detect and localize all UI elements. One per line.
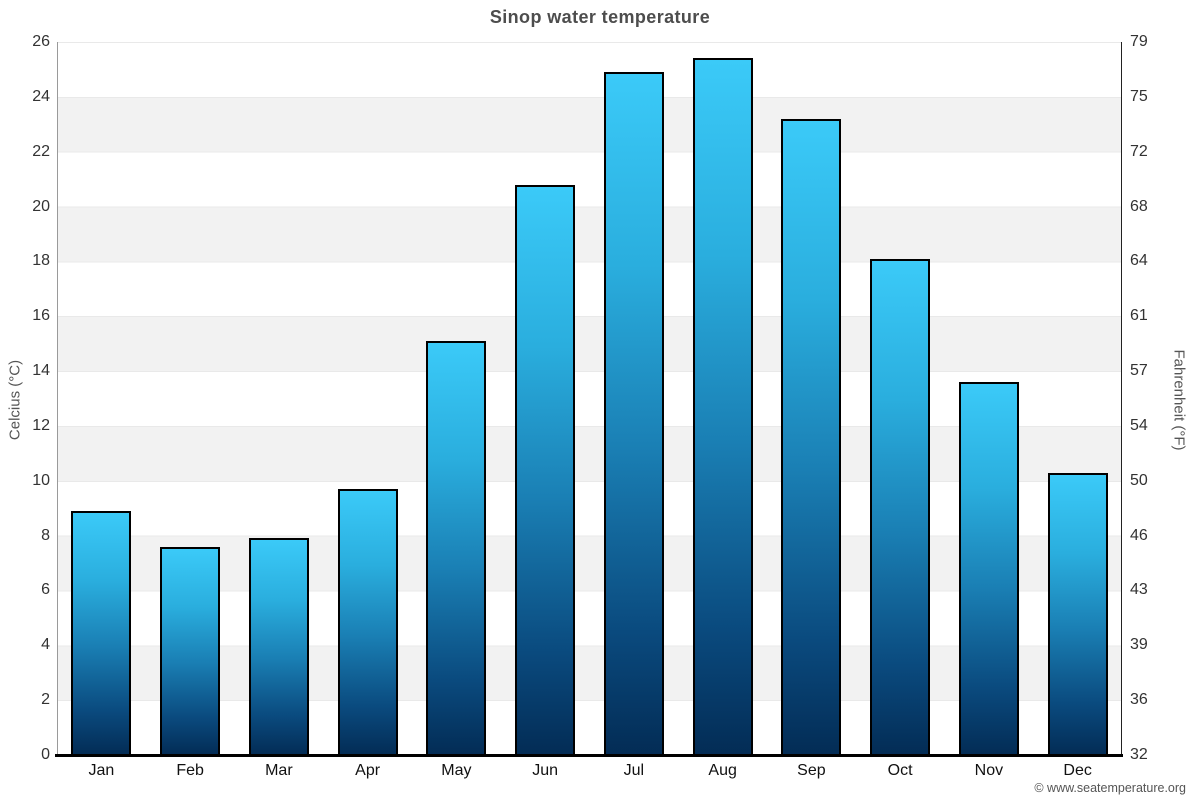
fahrenheit-tick-46: 46 bbox=[1130, 526, 1148, 544]
bar-slot-dec bbox=[1033, 42, 1122, 755]
fahrenheit-tick-72: 72 bbox=[1130, 142, 1148, 160]
celsius-tick-20: 20 bbox=[32, 197, 50, 215]
x-axis-line bbox=[55, 754, 1123, 757]
month-label-jul: Jul bbox=[623, 762, 645, 779]
bar-slot-jun bbox=[501, 42, 590, 755]
bar-nov bbox=[958, 382, 1019, 755]
bar-may bbox=[426, 340, 487, 755]
chart-title: Sinop water temperature bbox=[489, 7, 711, 27]
bar-slot-jul bbox=[590, 42, 679, 755]
month-label-mar: Mar bbox=[265, 762, 293, 779]
bar-series bbox=[57, 42, 1122, 755]
month-label-nov: Nov bbox=[974, 762, 1004, 779]
celsius-axis-title: Celcius (°C) bbox=[6, 359, 24, 441]
bar-slot-may bbox=[412, 42, 501, 755]
month-label-dec: Dec bbox=[1063, 762, 1092, 779]
month-label-sep: Sep bbox=[797, 762, 826, 779]
fahrenheit-tick-32: 32 bbox=[1130, 746, 1148, 763]
copyright-attribution: © www.seatemperature.org bbox=[1034, 781, 1186, 795]
bar-mar bbox=[248, 538, 309, 755]
bar-slot-oct bbox=[856, 42, 945, 755]
fahrenheit-tick-43: 43 bbox=[1130, 581, 1148, 599]
month-label-may: May bbox=[441, 762, 472, 779]
bar-jan bbox=[71, 510, 132, 755]
fahrenheit-axis-title: Fahrenheit (°F) bbox=[1170, 349, 1188, 451]
celsius-tick-16: 16 bbox=[32, 307, 50, 325]
celsius-tick-6: 6 bbox=[41, 581, 50, 599]
month-label-jan: Jan bbox=[88, 762, 115, 779]
fahrenheit-axis-ticks: 79 75 72 68 64 61 57 54 50 46 43 39 36 32 bbox=[1130, 34, 1180, 763]
celsius-tick-26: 26 bbox=[32, 33, 50, 50]
celsius-tick-14: 14 bbox=[32, 362, 50, 380]
bar-slot-feb bbox=[146, 42, 235, 755]
month-label-oct: Oct bbox=[887, 762, 913, 779]
celsius-axis-ticks: 26 24 22 20 18 16 14 12 10 8 6 4 2 0 bbox=[0, 34, 50, 763]
celsius-tick-8: 8 bbox=[41, 526, 50, 544]
celsius-tick-4: 4 bbox=[41, 636, 50, 654]
month-label-jun: Jun bbox=[532, 762, 559, 779]
month-axis-labels: Jan Feb Mar Apr May Jun Jul Aug Sep Oct Nov Dec bbox=[57, 762, 1122, 780]
month-label-feb: Feb bbox=[176, 762, 204, 779]
celsius-tick-22: 22 bbox=[32, 142, 50, 160]
fahrenheit-tick-79: 79 bbox=[1130, 33, 1148, 50]
celsius-tick-24: 24 bbox=[32, 87, 50, 105]
fahrenheit-tick-54: 54 bbox=[1130, 416, 1148, 434]
fahrenheit-tick-61: 61 bbox=[1130, 307, 1148, 325]
bar-jun bbox=[515, 184, 576, 755]
fahrenheit-tick-39: 39 bbox=[1130, 636, 1148, 654]
fahrenheit-tick-64: 64 bbox=[1130, 252, 1148, 270]
bar-slot-sep bbox=[767, 42, 856, 755]
bar-slot-apr bbox=[323, 42, 412, 755]
bar-sep bbox=[781, 118, 842, 755]
bar-dec bbox=[1047, 472, 1108, 755]
bar-slot-mar bbox=[235, 42, 324, 755]
celsius-tick-18: 18 bbox=[32, 252, 50, 270]
celsius-tick-0: 0 bbox=[41, 746, 50, 763]
fahrenheit-tick-68: 68 bbox=[1130, 197, 1148, 215]
fahrenheit-tick-36: 36 bbox=[1130, 691, 1148, 709]
plot-area bbox=[57, 42, 1122, 755]
bar-slot-aug bbox=[678, 42, 767, 755]
bar-feb bbox=[160, 546, 221, 755]
celsius-tick-12: 12 bbox=[32, 416, 50, 434]
bar-oct bbox=[870, 258, 931, 755]
fahrenheit-tick-75: 75 bbox=[1130, 87, 1148, 105]
celsius-tick-10: 10 bbox=[32, 471, 50, 489]
celsius-tick-2: 2 bbox=[41, 691, 50, 709]
bar-jul bbox=[603, 72, 664, 755]
bar-slot-nov bbox=[945, 42, 1034, 755]
bar-aug bbox=[692, 58, 753, 755]
bar-slot-jan bbox=[57, 42, 146, 755]
month-label-apr: Apr bbox=[355, 762, 381, 779]
fahrenheit-tick-57: 57 bbox=[1130, 362, 1148, 380]
bar-apr bbox=[337, 489, 398, 755]
fahrenheit-tick-50: 50 bbox=[1130, 471, 1148, 489]
month-label-aug: Aug bbox=[708, 762, 737, 779]
